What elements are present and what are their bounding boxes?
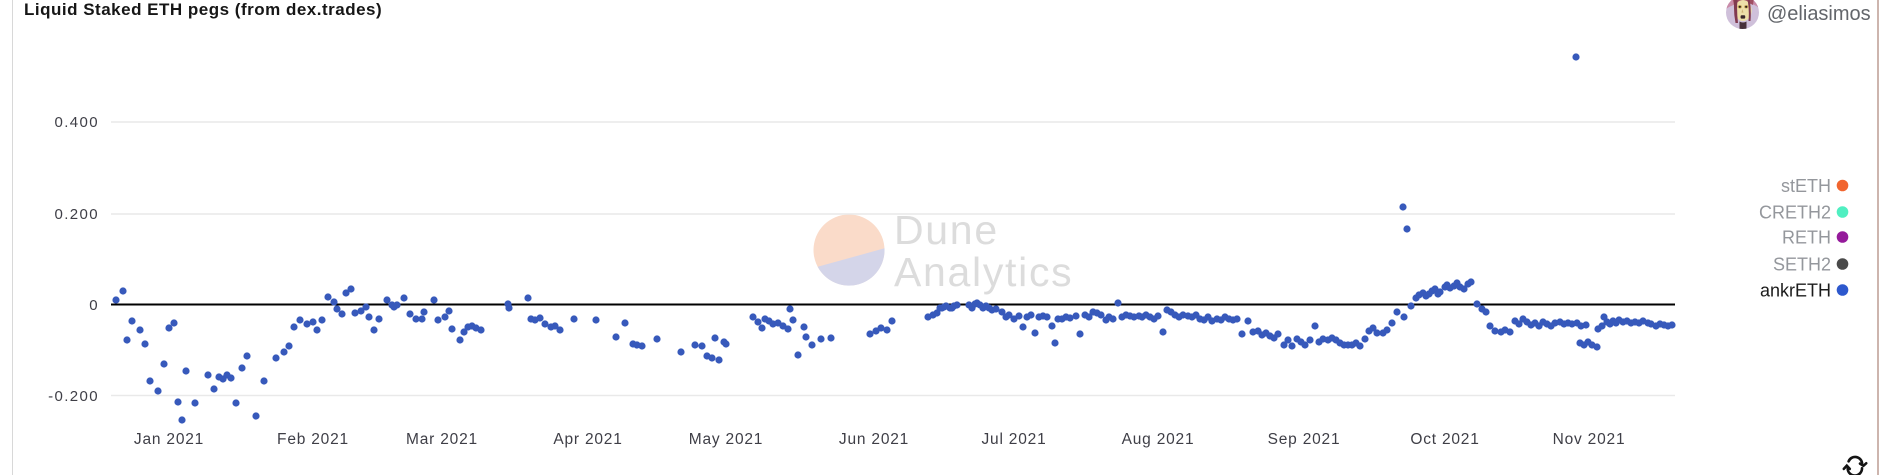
svg-text:Jul 2021: Jul 2021 xyxy=(981,431,1046,448)
svg-text:Feb 2021: Feb 2021 xyxy=(277,431,349,448)
svg-text:Jun 2021: Jun 2021 xyxy=(839,431,909,448)
svg-text:Apr 2021: Apr 2021 xyxy=(553,431,622,448)
svg-text:0.400: 0.400 xyxy=(54,114,99,131)
svg-text:0: 0 xyxy=(89,297,99,314)
svg-text:SETH2: SETH2 xyxy=(1773,255,1831,275)
svg-text:RETH: RETH xyxy=(1782,228,1831,248)
svg-text:CRETH2: CRETH2 xyxy=(1759,203,1831,223)
svg-text:Sep 2021: Sep 2021 xyxy=(1268,431,1341,448)
svg-text:stETH: stETH xyxy=(1781,176,1831,196)
svg-text:Oct 2021: Oct 2021 xyxy=(1410,431,1479,448)
svg-text:Jan 2021: Jan 2021 xyxy=(134,431,204,448)
svg-text:May 2021: May 2021 xyxy=(689,431,763,448)
svg-text:ankrETH: ankrETH xyxy=(1760,281,1831,301)
svg-text:-0.200: -0.200 xyxy=(48,388,99,405)
svg-text:Analytics: Analytics xyxy=(894,249,1073,295)
svg-text:Aug 2021: Aug 2021 xyxy=(1122,431,1195,448)
svg-text:Mar 2021: Mar 2021 xyxy=(406,431,478,448)
svg-text:Nov 2021: Nov 2021 xyxy=(1553,431,1626,448)
svg-text:0.200: 0.200 xyxy=(54,206,99,223)
